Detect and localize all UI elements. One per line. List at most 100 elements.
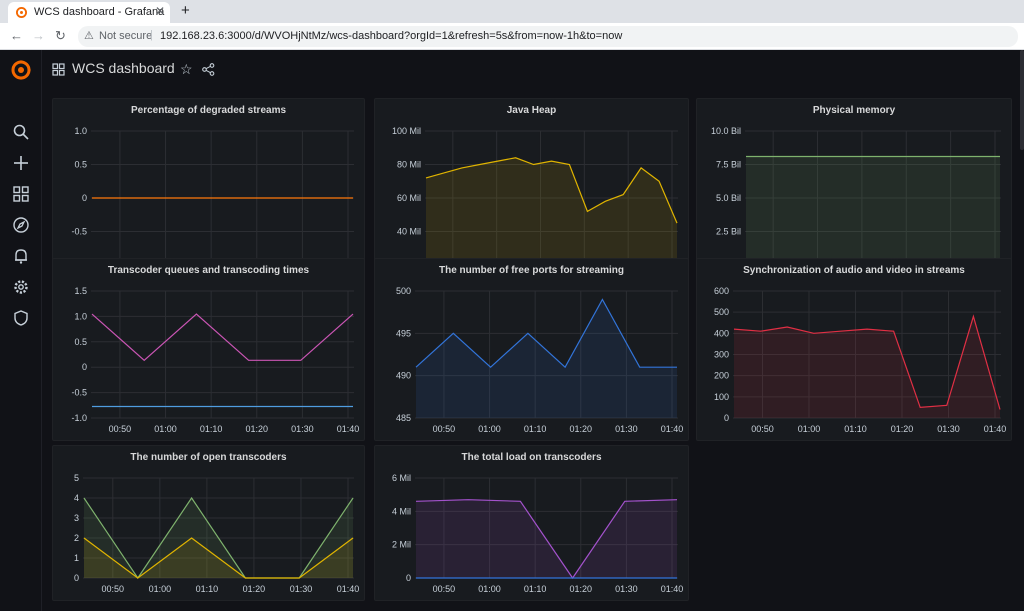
panel-title[interactable]: Percentage of degraded streams [130, 105, 287, 116]
reload-button[interactable]: ↻ [55, 28, 66, 43]
panel-title[interactable]: The number of free ports for streaming [438, 265, 625, 276]
x-tick-label: 01:10 [524, 584, 547, 594]
x-tick-label: 01:20 [891, 424, 914, 434]
x-tick-label: 01:10 [200, 424, 223, 434]
series-line [415, 499, 678, 580]
url-field[interactable]: ⚠ Not secure | 192.168.23.6:3000/d/WVOHj… [78, 26, 1018, 47]
y-tick-label: 1.0 [74, 126, 87, 136]
security-label[interactable]: Not secure [99, 30, 153, 42]
panel-transcoder-load[interactable]: The total load on transcoders 6 Mil 4 Mil… [374, 445, 689, 601]
dashboard-grid-icon [52, 63, 65, 76]
back-button[interactable]: ← [10, 28, 23, 43]
url-text[interactable]: 192.168.23.6:3000/d/WVOHjNtMz/wcs-dashbo… [160, 30, 623, 42]
y-tick-label: 500 [714, 307, 729, 317]
series-area [426, 157, 677, 265]
y-tick-label: -1.0 [71, 413, 87, 423]
x-tick-label: 01:20 [243, 584, 266, 594]
panel-chart: 6 Mil 4 Mil 2 Mil 0 00:50 01:00 01:10 01:20 01:3… [392, 473, 683, 594]
x-tick-label: 01:00 [154, 424, 177, 434]
x-tick-label: 01:40 [984, 424, 1007, 434]
series-area [746, 156, 1000, 265]
plus-icon[interactable] [12, 154, 30, 172]
new-tab-button[interactable]: + [181, 2, 190, 19]
explore-compass-icon[interactable] [12, 216, 30, 234]
panel-chart: 600 500 400 300 200 100 0 00:50 01:00 01:10 01:20 0… [714, 286, 1007, 434]
panel-open-transcoders[interactable]: The number of open transcoders 5 4 3 2 1 0 00:… [52, 445, 365, 601]
series-line [425, 157, 678, 224]
x-tick-label: 01:10 [844, 424, 867, 434]
x-tick-label: 01:30 [290, 584, 313, 594]
panel-transcoder-queues[interactable]: Transcoder queues and transcoding times … [52, 258, 365, 441]
x-tick-label: 01:30 [291, 424, 314, 434]
y-tick-label: 2 [74, 533, 79, 543]
series-line [415, 298, 677, 369]
y-tick-label: -0.5 [71, 227, 87, 237]
grafana-sidebar [0, 50, 42, 611]
panel-title[interactable]: Java Heap [506, 105, 557, 116]
y-tick-label: 1 [74, 553, 79, 563]
dashboard-main: WCS dashboard ☆ Percentage of degraded s… [42, 50, 1024, 611]
grafana-favicon-icon [16, 7, 27, 18]
series-area [416, 499, 677, 578]
panel-free-ports[interactable]: The number of free ports for streaming 5… [374, 258, 689, 441]
y-tick-label: 495 [396, 328, 411, 338]
y-tick-label: 100 Mil [392, 126, 421, 136]
y-tick-label: 0.5 [74, 160, 87, 170]
star-icon[interactable]: ☆ [180, 61, 193, 77]
page-scrollbar[interactable] [1020, 50, 1024, 150]
y-tick-label: 200 [714, 371, 729, 381]
browser-tab-bar: WCS dashboard - Grafana ✕ + [0, 0, 1024, 23]
y-tick-label: 10.0 Bil [711, 126, 741, 136]
y-tick-label: 2 Mil [392, 540, 411, 550]
x-tick-label: 00:50 [751, 424, 774, 434]
y-tick-label: 0 [82, 362, 87, 372]
series-line [83, 537, 354, 579]
series-line [733, 314, 1001, 410]
search-icon[interactable] [12, 123, 30, 141]
browser-tab[interactable]: WCS dashboard - Grafana ✕ [8, 2, 170, 23]
panel-title[interactable]: Synchronization of audio and video in st… [743, 265, 965, 276]
y-tick-label: 6 Mil [392, 473, 411, 483]
panel-physical-memory[interactable]: Physical memory 10.0 Bil 7.5 Bil 5.0 Bil 2.… [696, 98, 1012, 288]
y-tick-label: 5.0 Bil [716, 193, 741, 203]
panel-title[interactable]: The number of open transcoders [130, 452, 287, 463]
panel-title[interactable]: Physical memory [812, 105, 896, 116]
panel-title[interactable]: Transcoder queues and transcoding times [107, 265, 310, 276]
y-tick-label: 100 [714, 392, 729, 402]
y-tick-label: 485 [396, 413, 411, 423]
panel-title[interactable]: The total load on transcoders [461, 452, 602, 463]
gear-icon[interactable] [12, 278, 30, 296]
dashboards-icon[interactable] [12, 185, 30, 203]
y-tick-label: 60 Mil [397, 193, 421, 203]
series-area [734, 316, 1000, 418]
series-area [416, 299, 677, 418]
x-tick-label: 01:40 [337, 424, 360, 434]
x-tick-label: 01:00 [149, 584, 172, 594]
y-tick-label: 400 [714, 328, 729, 338]
panel-av-sync[interactable]: Synchronization of audio and video in st… [696, 258, 1012, 441]
url-separator: | [150, 29, 153, 41]
y-tick-label: 5 [74, 473, 79, 483]
x-tick-label: 01:00 [478, 584, 501, 594]
bell-icon[interactable] [12, 247, 30, 265]
y-tick-label: 0 [74, 573, 79, 583]
share-icon[interactable] [202, 63, 215, 76]
x-tick-label: 01:30 [615, 424, 638, 434]
y-tick-label: 2.5 Bil [716, 227, 741, 237]
forward-button[interactable]: → [32, 28, 45, 43]
shield-icon[interactable] [12, 309, 30, 327]
y-tick-label: 4 [74, 493, 79, 503]
dashboard-title[interactable]: WCS dashboard [72, 60, 175, 76]
tab-close-icon[interactable]: ✕ [155, 4, 166, 18]
grafana-logo-icon[interactable] [9, 58, 33, 82]
x-tick-label: 01:40 [661, 424, 684, 434]
panel-chart: 5 4 3 2 1 0 00:50 01:00 01:10 01:20 01:30 01:40 [74, 473, 359, 594]
tab-title: WCS dashboard - Grafana [34, 6, 165, 18]
x-tick-label: 01:30 [937, 424, 960, 434]
warning-icon: ⚠ [84, 30, 94, 42]
y-tick-label: 40 Mil [397, 227, 421, 237]
y-tick-label: 0.5 [74, 337, 87, 347]
x-tick-label: 01:00 [798, 424, 821, 434]
y-tick-label: 1.5 [74, 286, 87, 296]
